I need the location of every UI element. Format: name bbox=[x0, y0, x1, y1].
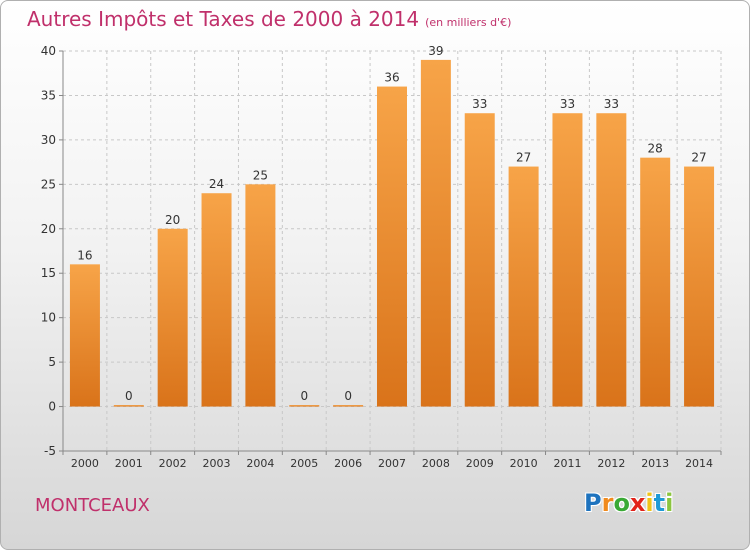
bar-2009 bbox=[464, 113, 495, 407]
x-tick-label-2010: 2010 bbox=[510, 457, 538, 470]
x-tick-label-2006: 2006 bbox=[334, 457, 362, 470]
data-label-2012: 33 bbox=[604, 97, 619, 111]
x-tick-label-2002: 2002 bbox=[159, 457, 187, 470]
data-label-2003: 24 bbox=[209, 177, 224, 191]
y-tick-label: 10 bbox=[41, 311, 56, 325]
bar-2008 bbox=[420, 59, 451, 407]
bar-2002 bbox=[157, 228, 188, 407]
x-tick-label-2005: 2005 bbox=[290, 457, 318, 470]
data-label-2010: 27 bbox=[516, 151, 531, 165]
commune-name: MONTCEAUX bbox=[35, 495, 150, 516]
bar-2011 bbox=[552, 113, 583, 407]
bar-2004 bbox=[245, 184, 276, 407]
axes bbox=[59, 50, 722, 455]
data-label-2013: 28 bbox=[648, 142, 663, 156]
y-tick-label: 30 bbox=[41, 133, 56, 147]
logo-letter: o bbox=[613, 489, 630, 517]
data-label-2002: 20 bbox=[165, 213, 180, 227]
y-tick-label: 25 bbox=[41, 177, 56, 191]
y-tick-label: 5 bbox=[48, 355, 56, 369]
bar-2014 bbox=[684, 166, 715, 407]
logo-letter: i bbox=[665, 489, 674, 517]
data-label-2011: 33 bbox=[560, 97, 575, 111]
y-tick-label: 20 bbox=[41, 222, 56, 236]
x-tick-label-2008: 2008 bbox=[422, 457, 450, 470]
title-unit: (en milliers d'€) bbox=[425, 16, 512, 29]
bar-2000 bbox=[69, 264, 100, 407]
data-label-2006: 0 bbox=[344, 389, 352, 403]
data-label-2001: 0 bbox=[125, 389, 133, 403]
x-tick-label-2000: 2000 bbox=[71, 457, 99, 470]
x-tick-label-2001: 2001 bbox=[115, 457, 143, 470]
y-tick-label: 35 bbox=[41, 88, 56, 102]
title-text: Autres Impôts et Taxes de 2000 à 2014 bbox=[27, 7, 420, 31]
logo-letter: t bbox=[653, 489, 666, 517]
bar-2007 bbox=[377, 86, 407, 407]
x-tick-label-2012: 2012 bbox=[597, 457, 625, 470]
data-label-2004: 25 bbox=[253, 168, 268, 182]
y-tick-label: 15 bbox=[41, 266, 56, 280]
logo-letter: i bbox=[645, 489, 654, 517]
y-tick-label: -5 bbox=[44, 444, 56, 458]
data-label-2007: 36 bbox=[384, 71, 399, 85]
y-tick-label: 40 bbox=[41, 44, 56, 58]
logo-letter: x bbox=[629, 489, 646, 517]
bar-2006 bbox=[333, 405, 364, 407]
x-tick-label-2014: 2014 bbox=[685, 457, 713, 470]
data-label-2014: 27 bbox=[691, 151, 706, 165]
x-tick-label-2011: 2011 bbox=[553, 457, 581, 470]
x-tick-label-2013: 2013 bbox=[641, 457, 669, 470]
data-label-2000: 16 bbox=[77, 248, 92, 262]
chart-title: Autres Impôts et Taxes de 2000 à 2014 (en… bbox=[27, 7, 511, 31]
data-label-2008: 39 bbox=[428, 44, 443, 58]
data-labels: 16 0 20 24 25 0 0 36 39 33 27 33 33 28 27 bbox=[77, 44, 706, 403]
x-tick-label-2007: 2007 bbox=[378, 457, 406, 470]
x-tick-label-2004: 2004 bbox=[246, 457, 274, 470]
data-label-2005: 0 bbox=[300, 389, 308, 403]
bar-2005 bbox=[289, 405, 320, 407]
data-label-2009: 33 bbox=[472, 97, 487, 111]
bar-2012 bbox=[596, 113, 627, 407]
bars bbox=[69, 59, 715, 407]
bar-2013 bbox=[640, 157, 671, 407]
logo-letter: P bbox=[584, 489, 602, 517]
bar-2003 bbox=[201, 193, 232, 407]
logo-letter: r bbox=[601, 489, 614, 517]
x-tick-label-2003: 2003 bbox=[203, 457, 231, 470]
x-tick-label-2009: 2009 bbox=[466, 457, 494, 470]
y-tick-label: 0 bbox=[48, 400, 56, 414]
bar-2001 bbox=[113, 405, 144, 407]
proxiti-logo: Proxiti bbox=[584, 489, 673, 517]
bar-2010 bbox=[508, 166, 539, 407]
